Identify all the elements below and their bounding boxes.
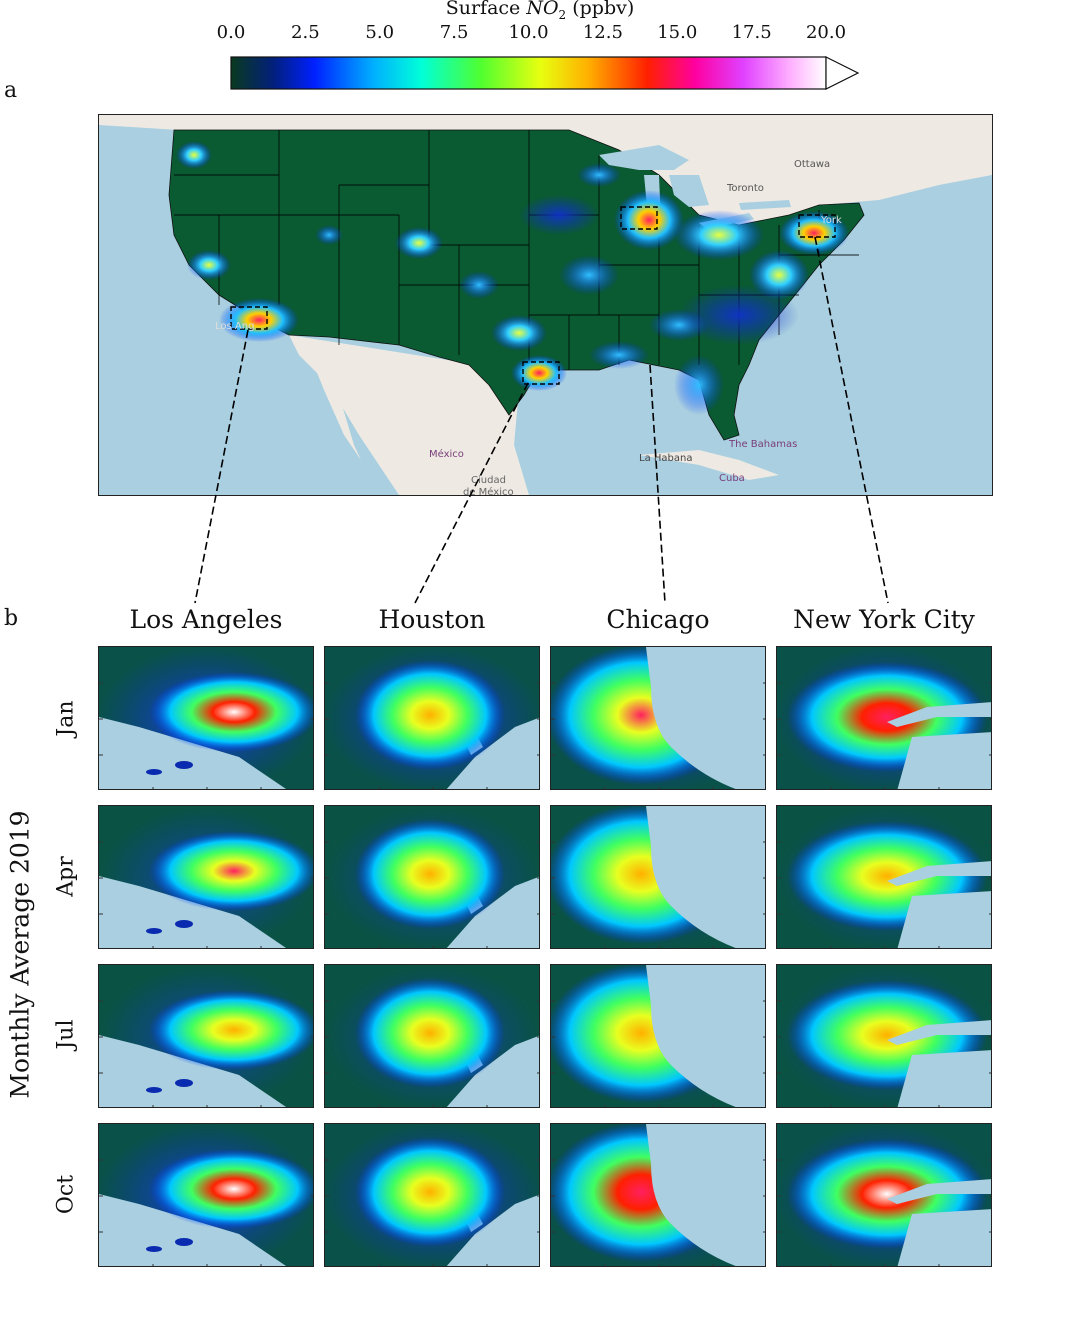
box-houston xyxy=(522,361,560,385)
connector-chicago xyxy=(649,364,666,604)
box-los-angeles xyxy=(230,306,268,330)
colorbar xyxy=(230,56,860,90)
tile-houston-jan xyxy=(324,646,540,790)
tile-new-york-oct xyxy=(776,1123,992,1267)
label-la-habana: La Habana xyxy=(639,453,692,464)
panel-label-b: b xyxy=(4,606,19,631)
tile-chicago-oct xyxy=(550,1123,766,1267)
month-label-oct: Oct xyxy=(53,1174,79,1215)
city-title-los-angeles: Los Angeles xyxy=(129,605,283,634)
box-new-york xyxy=(798,214,836,238)
tile-houston-apr xyxy=(324,805,540,949)
label-ciudad: Ciudad xyxy=(471,475,506,486)
tile-chicago-apr xyxy=(550,805,766,949)
month-label-apr: Apr xyxy=(53,856,79,897)
month-label-jul: Jul xyxy=(53,1019,79,1050)
cuba-land xyxy=(639,450,779,480)
label-bahamas: The Bahamas xyxy=(728,439,797,450)
label-los-angeles: Los Ang xyxy=(215,321,254,332)
tile-new-york-jan xyxy=(776,646,992,790)
label-new-york: York xyxy=(820,215,842,226)
colorbar-tick: 0.0 xyxy=(216,22,246,43)
lake-superior xyxy=(599,145,689,170)
y-axis-label: Monthly Average 2019 xyxy=(5,810,35,1099)
connector-new-york xyxy=(814,236,889,604)
connector-lines xyxy=(194,236,889,604)
place-labels: Ottawa Toronto Los Ang York México Ciuda… xyxy=(215,159,842,495)
label-de-mexico: de México xyxy=(463,486,514,495)
city-title-chicago: Chicago xyxy=(606,605,710,634)
colorbar-tick: 20.0 xyxy=(805,22,847,43)
canada-land xyxy=(99,115,992,225)
colorbar-tick: 17.5 xyxy=(731,22,772,43)
tile-houston-jul xyxy=(324,964,540,1108)
tile-chicago-jul xyxy=(550,964,766,1108)
colorbar-tick: 12.5 xyxy=(582,22,623,43)
colorbar-tick: 5.0 xyxy=(365,22,395,43)
city-title-houston: Houston xyxy=(378,605,486,634)
colorbar-title: Surface NO2 (ppbv) xyxy=(445,0,635,22)
connector-houston xyxy=(414,382,529,604)
tile-los-angeles-oct xyxy=(98,1123,314,1267)
region-boxes xyxy=(230,206,836,385)
label-cuba: Cuba xyxy=(719,473,745,484)
lake-huron xyxy=(669,175,709,207)
colorbar-tick: 15.0 xyxy=(657,22,698,43)
mexico-land xyxy=(289,335,529,495)
label-toronto: Toronto xyxy=(726,183,764,194)
label-mexico: México xyxy=(429,448,464,460)
lake-ontario xyxy=(739,200,791,210)
month-label-jan: Jan xyxy=(53,700,79,737)
panel-label-a: a xyxy=(4,78,18,103)
colorbar-tick: 2.5 xyxy=(291,22,320,43)
connector-los-angeles xyxy=(194,329,249,604)
no2-hotspots xyxy=(176,141,849,415)
city-title-new-york: New York City xyxy=(793,605,975,634)
tile-los-angeles-jul xyxy=(98,964,314,1108)
tile-houston-oct xyxy=(324,1123,540,1267)
tile-chicago-jan xyxy=(550,646,766,790)
tile-new-york-jul xyxy=(776,964,992,1108)
box-chicago xyxy=(620,206,658,230)
tile-los-angeles-jan xyxy=(98,646,314,790)
label-ottawa: Ottawa xyxy=(794,159,830,170)
tile-los-angeles-apr xyxy=(98,805,314,949)
colorbar-tick: 10.0 xyxy=(508,22,549,43)
tile-new-york-apr xyxy=(776,805,992,949)
colorbar-tick: 7.5 xyxy=(439,22,469,43)
us-no2-map: Ottawa Toronto Los Ang York México Ciuda… xyxy=(98,114,993,496)
